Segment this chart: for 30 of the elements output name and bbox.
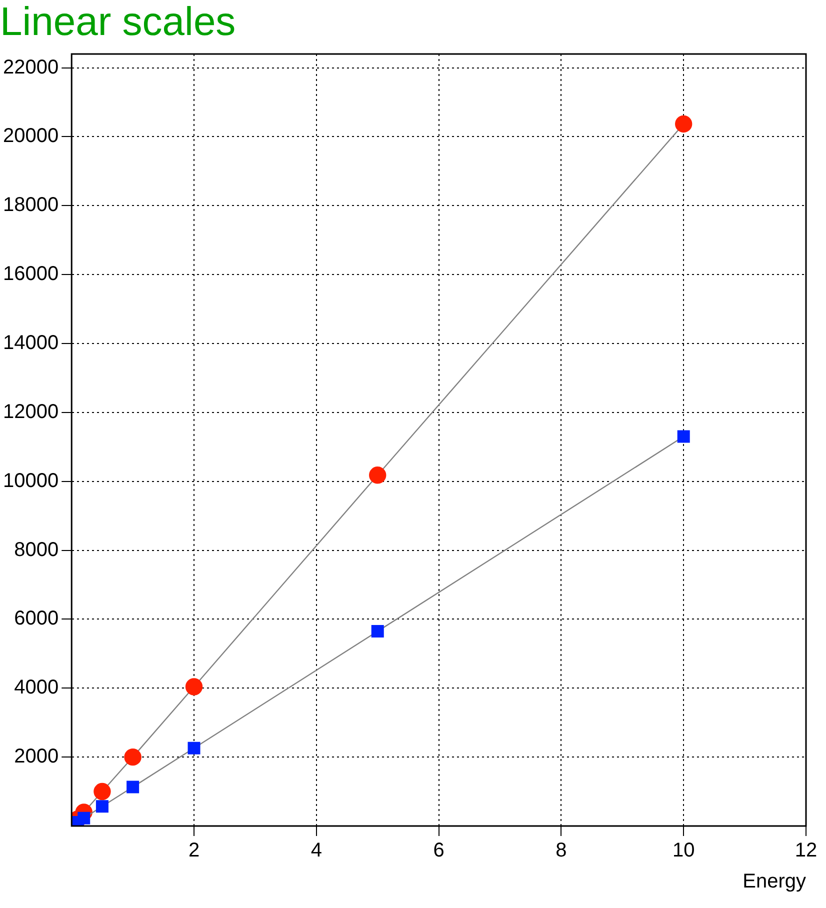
point	[369, 466, 386, 484]
x-tick-label: 2	[188, 840, 200, 862]
point	[124, 748, 142, 766]
y-tick-label: 16000	[2, 263, 59, 286]
x-tick-label: 10	[672, 840, 695, 862]
y-tick-label: 18000	[2, 194, 59, 216]
x-tick-label: 8	[556, 840, 567, 862]
point	[675, 115, 692, 133]
chart-title: Linear scales	[0, 0, 236, 44]
y-tick-label: 6000	[14, 608, 59, 630]
x-tick-label: 6	[433, 840, 444, 862]
x-tick-label: 4	[310, 840, 322, 862]
y-tick-label: 2000	[14, 746, 59, 768]
point	[185, 678, 203, 696]
x-axis-title: Energy	[742, 870, 806, 893]
y-tick-label: 22000	[2, 56, 59, 78]
point	[126, 780, 140, 794]
y-tick-label: 10000	[2, 470, 59, 492]
y-tick-label: 8000	[14, 538, 59, 561]
y-tick-label: 14000	[2, 332, 59, 354]
y-tick-label: 4000	[14, 676, 59, 699]
y-tick-label: 20000	[2, 125, 59, 148]
x-tick-label: 12	[794, 840, 818, 862]
point	[188, 742, 200, 754]
point	[677, 430, 690, 443]
point	[78, 812, 90, 824]
point	[94, 782, 111, 800]
point	[96, 800, 108, 813]
y-tick-label: 12000	[2, 400, 59, 423]
point	[371, 625, 384, 638]
